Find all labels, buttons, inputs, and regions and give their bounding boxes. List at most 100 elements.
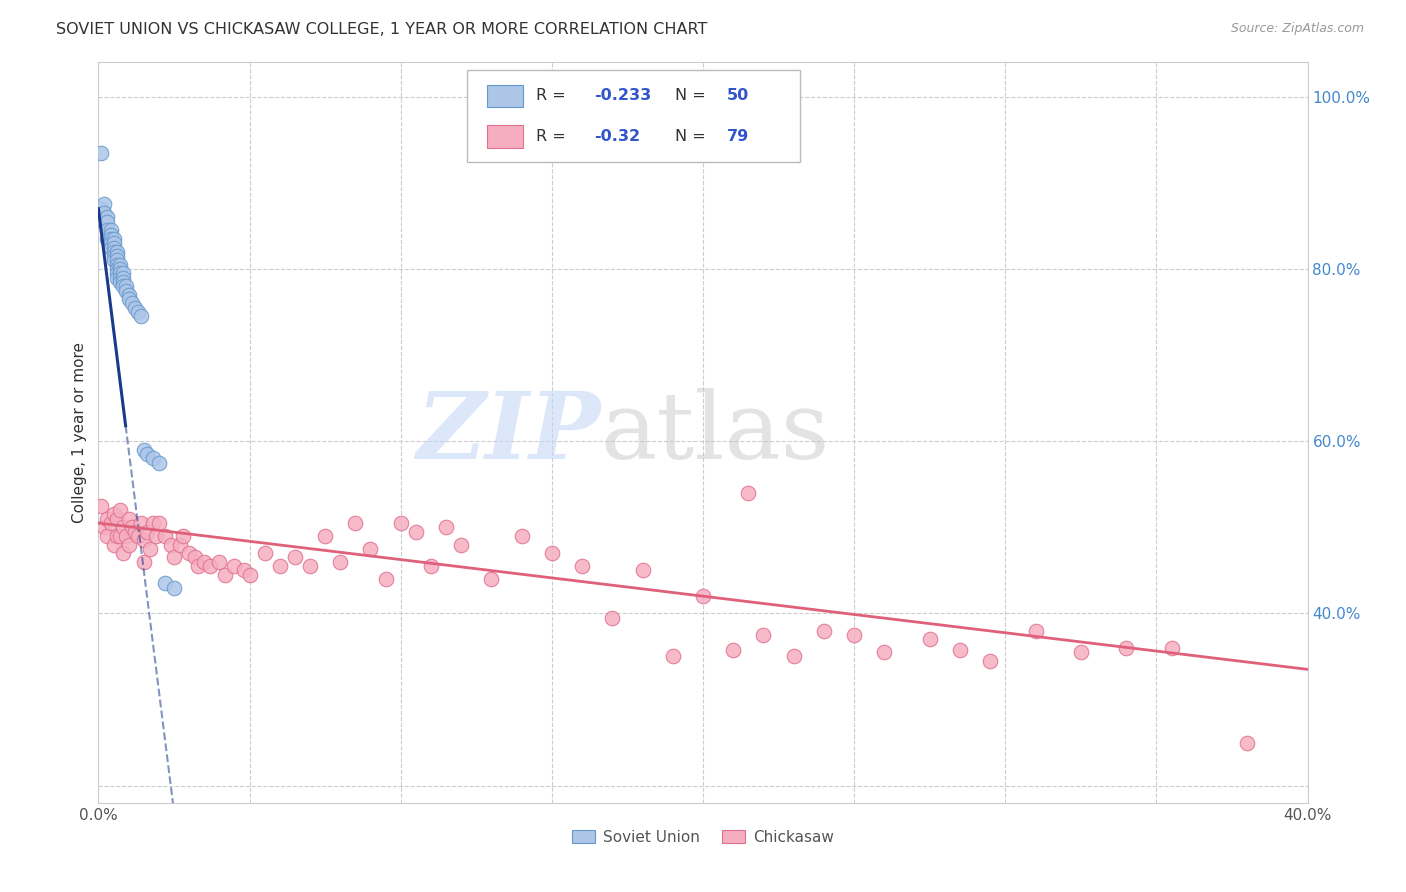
Point <box>153 576 176 591</box>
Point <box>813 624 835 638</box>
Point <box>873 645 896 659</box>
Point <box>129 310 152 324</box>
Text: 79: 79 <box>727 129 749 144</box>
Point <box>103 253 125 268</box>
Point <box>132 533 155 548</box>
Point <box>121 296 143 310</box>
Point <box>124 524 146 539</box>
Point <box>661 649 683 664</box>
Point <box>96 211 118 225</box>
Point <box>214 567 236 582</box>
Point <box>949 642 972 657</box>
Point <box>172 529 194 543</box>
Point <box>723 642 745 657</box>
Point <box>100 241 122 255</box>
Point <box>90 145 112 160</box>
Point <box>193 555 215 569</box>
Point <box>253 546 276 560</box>
Point <box>187 559 209 574</box>
Point <box>160 537 183 551</box>
Point <box>135 447 157 461</box>
Point <box>142 451 165 466</box>
Point <box>103 244 125 259</box>
Point <box>105 512 128 526</box>
Point <box>121 520 143 534</box>
Point <box>105 258 128 272</box>
Point <box>96 529 118 543</box>
Point <box>127 529 149 543</box>
Point <box>108 529 131 543</box>
Point <box>284 550 307 565</box>
Point <box>100 236 122 251</box>
Point <box>105 253 128 268</box>
Point <box>96 215 118 229</box>
Point <box>224 559 246 574</box>
Point <box>979 654 1001 668</box>
Point <box>100 232 122 246</box>
Point <box>540 546 562 560</box>
Text: R =: R = <box>536 129 571 144</box>
Point <box>93 197 115 211</box>
Point <box>105 266 128 280</box>
Point <box>93 215 115 229</box>
Point <box>111 520 134 534</box>
Point <box>124 301 146 315</box>
Text: SOVIET UNION VS CHICKASAW COLLEGE, 1 YEAR OR MORE CORRELATION CHART: SOVIET UNION VS CHICKASAW COLLEGE, 1 YEA… <box>56 22 707 37</box>
Point <box>360 541 382 556</box>
Point <box>100 516 122 530</box>
Point <box>389 516 412 530</box>
Point <box>100 223 122 237</box>
FancyBboxPatch shape <box>467 70 800 162</box>
Text: -0.32: -0.32 <box>595 129 640 144</box>
Point <box>114 284 136 298</box>
Point <box>96 232 118 246</box>
Point <box>105 249 128 263</box>
Point <box>108 503 131 517</box>
Point <box>105 270 128 285</box>
Point <box>844 628 866 642</box>
Point <box>420 559 443 574</box>
Point <box>96 512 118 526</box>
Point <box>405 524 427 539</box>
Point <box>692 589 714 603</box>
Point <box>105 262 128 277</box>
Text: R =: R = <box>536 88 571 103</box>
Point <box>118 292 141 306</box>
Point <box>103 236 125 251</box>
Point <box>184 550 207 565</box>
Text: ZIP: ZIP <box>416 388 600 477</box>
Point <box>103 508 125 522</box>
Point <box>1024 624 1046 638</box>
Text: 50: 50 <box>727 88 749 103</box>
Point <box>148 516 170 530</box>
Point <box>105 244 128 259</box>
Point <box>299 559 322 574</box>
Point <box>1160 640 1182 655</box>
Point <box>135 524 157 539</box>
Point <box>737 486 759 500</box>
Point <box>103 241 125 255</box>
Point <box>571 559 593 574</box>
Point <box>118 512 141 526</box>
Point <box>127 305 149 319</box>
Point <box>96 223 118 237</box>
Text: Source: ZipAtlas.com: Source: ZipAtlas.com <box>1230 22 1364 36</box>
Point <box>145 529 167 543</box>
Point <box>329 555 352 569</box>
Legend: Soviet Union, Chickasaw: Soviet Union, Chickasaw <box>567 823 839 851</box>
Point <box>602 610 624 624</box>
Point <box>129 516 152 530</box>
Point <box>108 275 131 289</box>
Text: N =: N = <box>675 129 711 144</box>
Point <box>434 520 457 534</box>
Point <box>1115 640 1137 655</box>
Point <box>93 520 115 534</box>
Point <box>450 537 472 551</box>
Point <box>1236 735 1258 749</box>
Text: atlas: atlas <box>600 388 830 477</box>
Point <box>148 456 170 470</box>
Point <box>111 279 134 293</box>
Point <box>90 202 112 216</box>
Point <box>481 572 503 586</box>
Point <box>132 555 155 569</box>
